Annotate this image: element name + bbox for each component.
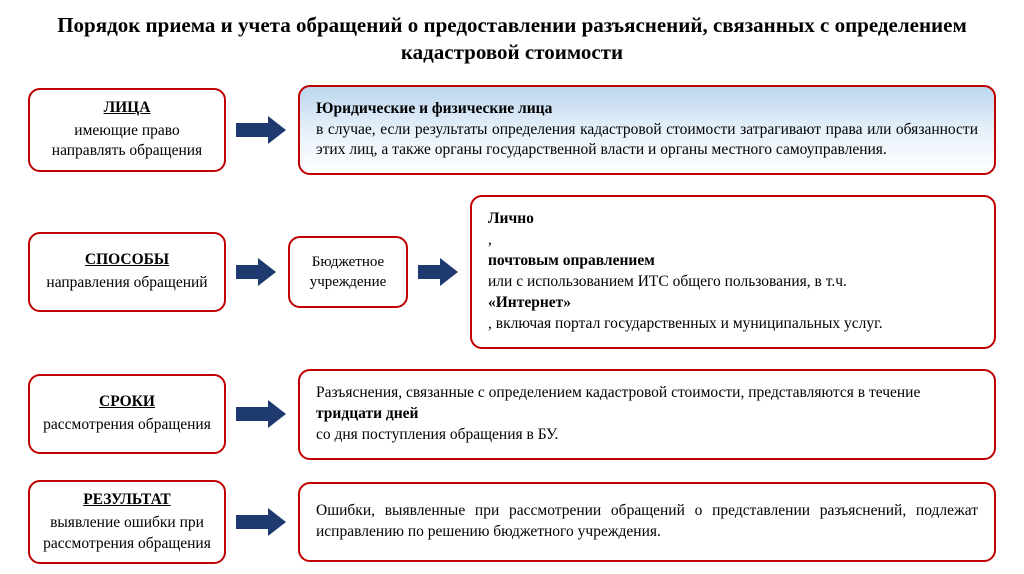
left-title-deadlines: СРОКИ xyxy=(99,392,155,413)
arrow-icon xyxy=(416,258,462,286)
right-box-methods: Лично, почтовым оправлением или с исполь… xyxy=(470,195,996,349)
arrow-icon xyxy=(234,508,290,536)
mid-box-institution: Бюджетное учреждение xyxy=(288,236,408,308)
left-sub-deadlines: рассмотрения обращения xyxy=(43,415,211,436)
arrow-icon xyxy=(234,258,280,286)
left-sub-result: выявление ошибки при рассмотрения обраще… xyxy=(40,513,214,555)
left-title-methods: СПОСОБЫ xyxy=(85,250,169,271)
left-box-deadlines: СРОКИ рассмотрения обращения xyxy=(28,374,226,454)
row-result: РЕЗУЛЬТАТ выявление ошибки при рассмотре… xyxy=(28,480,996,565)
arrow-icon xyxy=(234,400,290,428)
row-persons: ЛИЦА имеющие право направлять обращения … xyxy=(28,85,996,176)
arrow-icon xyxy=(234,116,290,144)
row-methods: СПОСОБЫ направления обращений Бюджетное … xyxy=(28,195,996,349)
left-sub-persons: имеющие право направлять обращения xyxy=(40,121,214,163)
left-box-methods: СПОСОБЫ направления обращений xyxy=(28,232,226,312)
left-sub-methods: направления обращений xyxy=(46,273,207,294)
row-deadlines: СРОКИ рассмотрения обращения Разъяснения… xyxy=(28,369,996,460)
left-box-result: РЕЗУЛЬТАТ выявление ошибки при рассмотре… xyxy=(28,480,226,565)
page-title: Порядок приема и учета обращений о предо… xyxy=(28,12,996,67)
right-box-result: Ошибки, выявленные при рассмотрении обра… xyxy=(298,482,996,562)
right-box-persons: Юридические и физические лица в случае, … xyxy=(298,85,996,176)
left-title-persons: ЛИЦА xyxy=(104,98,151,119)
left-box-persons: ЛИЦА имеющие право направлять обращения xyxy=(28,88,226,173)
right-box-deadlines: Разъяснения, связанные с определением ка… xyxy=(298,369,996,460)
left-title-result: РЕЗУЛЬТАТ xyxy=(83,490,171,511)
